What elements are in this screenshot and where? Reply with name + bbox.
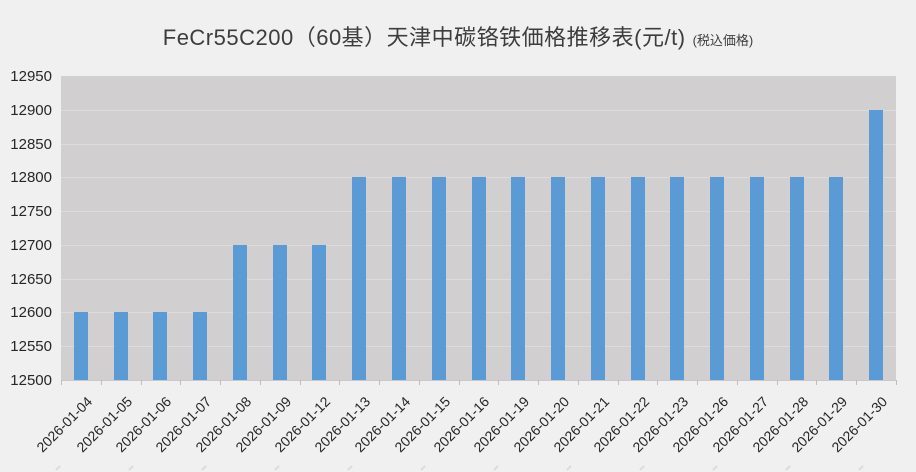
x-axis-tick	[180, 380, 181, 385]
y-axis-label: 12900	[10, 102, 52, 119]
x-axis-tick	[141, 380, 142, 385]
y-axis-label: 12550	[10, 338, 52, 355]
bar[interactable]	[551, 177, 565, 380]
bar[interactable]	[312, 245, 326, 380]
bar[interactable]	[392, 177, 406, 380]
y-axis-label: 12650	[10, 271, 52, 288]
gridline	[61, 144, 896, 145]
y-axis-label: 12850	[10, 136, 52, 153]
chart-title: FeCr55C200（60基）天津中碳铬铁価格推移表(元/t) (税込価格)	[0, 20, 916, 52]
x-axis-tick	[379, 380, 380, 385]
cropped-row-artifact	[128, 465, 134, 471]
cropped-row-artifact	[274, 465, 280, 471]
bar[interactable]	[193, 312, 207, 380]
y-axis-label: 12950	[10, 68, 52, 85]
x-axis-tick	[61, 380, 62, 385]
bar[interactable]	[710, 177, 724, 380]
cropped-row-artifact	[712, 465, 718, 471]
plot-area	[61, 76, 896, 380]
bar[interactable]	[591, 177, 605, 380]
bar[interactable]	[670, 177, 684, 380]
bar[interactable]	[750, 177, 764, 380]
cropped-row-artifact	[420, 465, 426, 471]
cropped-row-artifact	[566, 465, 572, 471]
bar[interactable]	[472, 177, 486, 380]
x-axis-tick	[459, 380, 460, 385]
cropped-row-artifact	[201, 465, 207, 471]
x-axis-tick	[856, 380, 857, 385]
x-axis-tick	[220, 380, 221, 385]
bar[interactable]	[631, 177, 645, 380]
x-axis-tick	[419, 380, 420, 385]
y-axis-label: 12700	[10, 237, 52, 254]
x-axis-tick	[260, 380, 261, 385]
cropped-row-artifact	[858, 465, 864, 471]
x-axis-tick	[816, 380, 817, 385]
bar[interactable]	[790, 177, 804, 380]
chart-subtitle-text: (税込価格)	[692, 33, 754, 48]
x-axis-line	[61, 380, 896, 381]
x-axis-tick	[578, 380, 579, 385]
bar[interactable]	[273, 245, 287, 380]
x-axis-tick	[498, 380, 499, 385]
y-axis-label: 12750	[10, 203, 52, 220]
x-axis-tick	[538, 380, 539, 385]
x-axis-tick	[657, 380, 658, 385]
x-axis-tick	[777, 380, 778, 385]
bar[interactable]	[829, 177, 843, 380]
chart-title-text: FeCr55C200（60基）天津中碳铬铁価格推移表(元/t)	[162, 25, 686, 50]
cropped-row-artifact	[639, 465, 645, 471]
bar[interactable]	[511, 177, 525, 380]
y-axis-label: 12800	[10, 169, 52, 186]
x-axis-tick	[300, 380, 301, 385]
bar[interactable]	[74, 312, 88, 380]
y-axis-label: 12600	[10, 304, 52, 321]
x-axis-tick	[101, 380, 102, 385]
bar[interactable]	[233, 245, 247, 380]
x-axis-tick	[697, 380, 698, 385]
cropped-row-artifact	[55, 465, 61, 471]
bar[interactable]	[869, 110, 883, 380]
cropped-row-artifact	[785, 465, 791, 471]
x-axis-tick	[737, 380, 738, 385]
gridline	[61, 110, 896, 111]
bar[interactable]	[114, 312, 128, 380]
x-axis-tick	[618, 380, 619, 385]
x-axis-tick	[339, 380, 340, 385]
cropped-row-artifact	[347, 465, 353, 471]
bar[interactable]	[153, 312, 167, 380]
y-axis-label: 12500	[10, 372, 52, 389]
bar[interactable]	[432, 177, 446, 380]
x-axis-tick	[896, 380, 897, 385]
bar[interactable]	[352, 177, 366, 380]
cropped-row-artifact	[493, 465, 499, 471]
